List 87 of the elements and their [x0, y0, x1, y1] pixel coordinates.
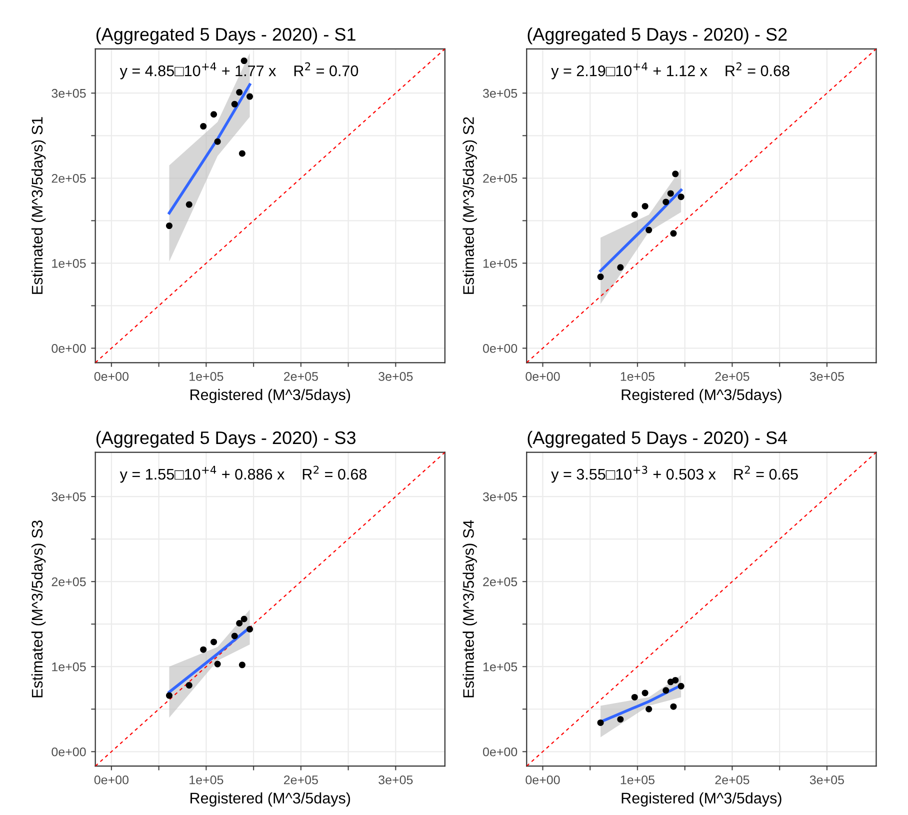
point — [214, 138, 221, 145]
y-tick-label: 0e+00 — [52, 747, 86, 756]
point — [617, 264, 624, 271]
x-tick-label: 1e+05 — [620, 372, 655, 381]
x-tick-label: 0e+00 — [94, 372, 129, 381]
y-tick-label: 2e+05 — [483, 577, 518, 586]
x-tick-label: 3e+05 — [378, 775, 413, 784]
point — [246, 93, 254, 100]
point — [210, 638, 218, 646]
point — [238, 662, 246, 668]
point — [214, 660, 221, 668]
point — [231, 100, 238, 108]
point — [670, 230, 677, 237]
point — [200, 123, 207, 130]
x-tick-label: 0e+00 — [526, 372, 560, 381]
point — [646, 706, 652, 712]
point — [631, 211, 638, 218]
x-tick-label: 2e+05 — [715, 775, 750, 784]
x-tick-label: 1e+05 — [190, 775, 224, 784]
point — [186, 201, 192, 208]
x-axis-title: Registered (M^3/5days) — [622, 388, 782, 404]
y-axis-title: Estimated (M^3/5days) S3 — [31, 520, 46, 698]
point — [631, 694, 638, 700]
y-tick-label: 2e+05 — [52, 577, 86, 586]
y-tick-label: 0e+00 — [482, 747, 518, 756]
point — [670, 703, 677, 710]
x-tick-label: 2e+05 — [284, 372, 318, 381]
y-tick-label: 1e+05 — [483, 258, 518, 268]
x-tick-label: 0e+00 — [94, 775, 129, 784]
y-axis-title: Estimated (M^3/5days) S1 — [31, 117, 46, 294]
chart-title: (Aggregated 5 Days - 2020) - S4 — [528, 430, 788, 448]
point — [646, 226, 652, 234]
y-tick-label: 1e+05 — [483, 662, 518, 672]
point — [672, 676, 679, 684]
y-axis-title: Estimated (M^3/5days) S4 — [462, 520, 477, 698]
y-tick-label: 3e+05 — [52, 492, 86, 502]
point — [597, 274, 604, 280]
x-tick-label: 3e+05 — [810, 775, 844, 784]
y-tick-label: 2e+05 — [52, 174, 86, 183]
x-tick-label: 1e+05 — [190, 372, 224, 381]
point — [166, 692, 172, 699]
x-tick-label: 1e+05 — [620, 775, 655, 784]
point — [200, 646, 207, 653]
x-axis-title: Registered (M^3/5days) — [622, 792, 782, 807]
point — [642, 690, 648, 696]
point — [186, 682, 192, 689]
chart-title: (Aggregated 5 Days - 2020) - S3 — [96, 430, 356, 448]
y-tick-label: 1e+05 — [52, 662, 86, 672]
x-tick-label: 2e+05 — [284, 775, 318, 784]
point — [236, 89, 243, 96]
y-tick-label: 3e+05 — [52, 88, 86, 98]
point — [667, 190, 674, 197]
annotation: y = 1.55□10$^{+4}$ + 0.886 x R$^{2}$ = 0.68 — [120, 466, 367, 483]
x-tick-label: 0e+00 — [526, 775, 560, 784]
point — [246, 626, 254, 632]
y-tick-label: 0e+00 — [52, 344, 86, 353]
point — [240, 58, 248, 64]
point — [678, 194, 684, 200]
point — [662, 687, 670, 694]
x-tick-label: 3e+05 — [378, 372, 413, 381]
y-tick-label: 0e+00 — [482, 344, 518, 353]
point — [238, 150, 246, 157]
x-tick-label: 3e+05 — [810, 372, 844, 381]
point — [617, 716, 624, 723]
point — [240, 616, 248, 622]
x-axis-title: Registered (M^3/5days) — [190, 388, 350, 404]
point — [231, 632, 238, 640]
point — [662, 198, 670, 206]
x-axis-title: Registered (M^3/5days) — [190, 792, 350, 807]
x-tick-label: 2e+05 — [715, 372, 750, 381]
point — [672, 170, 679, 178]
y-tick-label: 2e+05 — [483, 174, 518, 183]
annotation: y = 2.19□10$^{+4}$ + 1.12 x R$^{2}$ = 0.68 — [551, 62, 790, 80]
point — [166, 222, 172, 230]
point — [210, 111, 218, 118]
chart-title: (Aggregated 5 Days - 2020) - S2 — [528, 27, 787, 44]
y-tick-label: 3e+05 — [482, 88, 518, 98]
point — [236, 620, 243, 626]
y-tick-label: 3e+05 — [482, 492, 518, 502]
annotation: y = 3.55□10$^{+3}$ + 0.503 x R$^{2}$ = 0.65 — [551, 466, 798, 483]
annotation: y = 4.85□10$^{+4}$ + 1.77 x R$^{2}$ = 0.70 — [120, 62, 358, 80]
chart-title: (Aggregated 5 Days - 2020) - S1 — [96, 27, 356, 44]
y-axis-title: Estimated (M^3/5days) S2 — [462, 117, 477, 294]
point — [642, 202, 648, 210]
y-tick-label: 1e+05 — [52, 258, 86, 268]
point — [678, 682, 684, 690]
point — [597, 719, 604, 726]
